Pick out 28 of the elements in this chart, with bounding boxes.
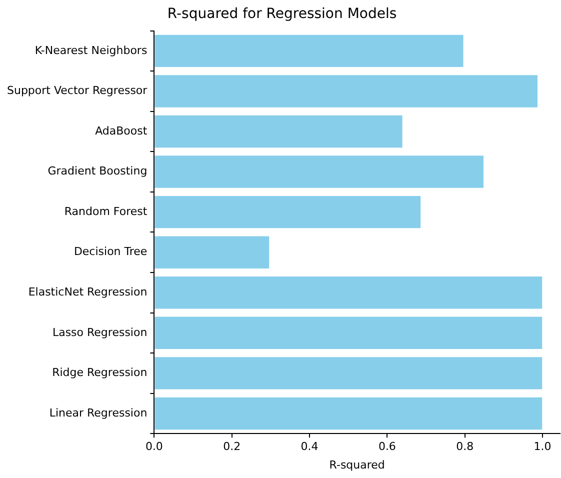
y-tick-label: Lasso Regression	[52, 326, 148, 339]
x-tick-label: 0.4	[300, 440, 318, 454]
bar	[154, 316, 542, 350]
y-tick-label: K-Nearest Neighbors	[34, 44, 148, 57]
bar	[154, 236, 270, 268]
x-tick-label: 0.6	[378, 440, 396, 454]
bar	[154, 156, 484, 188]
chart-title: R-squared for Regression Models	[167, 6, 397, 22]
y-tick-label: Gradient Boosting	[48, 164, 148, 178]
x-axis-title: R-squared	[329, 458, 385, 472]
y-tick-label: AdaBoost	[95, 124, 148, 138]
bar	[154, 75, 538, 108]
x-tick-label: 1.0	[534, 440, 552, 454]
x-tick-label: 0.2	[223, 440, 241, 454]
y-tick-label: Random Forest	[64, 204, 148, 218]
y-tick-label: Decision Tree	[74, 245, 148, 258]
bar	[154, 276, 542, 309]
bar	[154, 357, 542, 390]
y-tick-label: Linear Regression	[49, 406, 148, 420]
y-tick-label: Support Vector Regressor	[6, 84, 148, 98]
x-tick-label: 0.8	[456, 440, 474, 454]
y-tick-label: Ridge Regression	[52, 366, 148, 380]
bar	[154, 196, 421, 228]
y-tick-label: ElasticNet Regression	[28, 285, 148, 298]
bar	[154, 397, 542, 430]
bar	[154, 34, 464, 68]
x-tick-label: 0.0	[145, 440, 163, 454]
bar	[154, 115, 402, 148]
